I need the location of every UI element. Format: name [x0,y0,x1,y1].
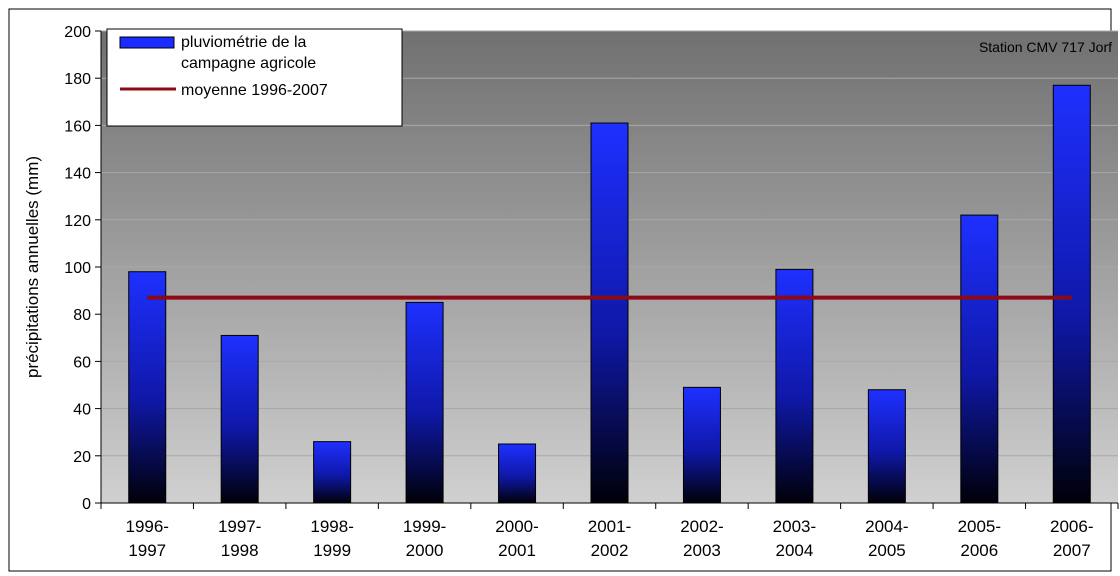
legend-swatch-bar [119,36,175,49]
x-axis: 1996-1997 1997-1998 1998-1999 1999-2000 2000… [100,502,1119,560]
legend-label-rainfall: pluviométrie de la campagne agricole [181,34,316,72]
y-tick-label: 100 [64,260,91,277]
y-tick-label: 80 [73,307,91,324]
bar [313,441,352,504]
y-tick-label: 60 [73,354,91,371]
bars [128,84,1091,504]
x-tick-label: 2003-2004 [773,517,816,560]
x-tick-label: 1996-1997 [125,517,168,560]
x-tick-label: 2005-2006 [958,517,1001,560]
bar [590,122,629,504]
bar [775,268,814,504]
bar [498,443,537,504]
y-axis: 0 20 40 60 80 100 120 140 160 180 200 [64,24,102,513]
y-tick-label: 0 [82,496,91,513]
legend: pluviométrie de la campagne agricole moye… [106,28,403,127]
bar [682,386,721,504]
x-tick-label: 2002-2003 [680,517,723,560]
bar [128,271,167,504]
y-tick-label: 160 [64,118,91,135]
bar [867,389,906,504]
legend-label-average: moyenne 1996-2007 [181,82,328,99]
y-tick-label: 180 [64,71,91,88]
y-axis-label: précipitations annuelles (mm) [23,156,42,378]
y-tick-label: 20 [73,449,91,466]
y-tick-label: 40 [73,402,91,419]
y-tick-label: 140 [64,166,91,183]
x-tick-label: 1999-2000 [403,517,446,560]
bar [220,334,259,504]
y-tick-label: 120 [64,213,91,230]
x-tick-label: 2000-2001 [495,517,538,560]
y-tick-label: 200 [64,24,91,41]
x-tick-label: 1997-1998 [218,517,261,560]
x-tick-label: 2001-2002 [588,517,631,560]
x-tick-label: 2004-2005 [865,517,908,560]
x-tick-label: 2006-2007 [1050,517,1093,560]
x-tick-label: 1998-1999 [310,517,353,560]
bar [405,301,444,504]
bar [1052,84,1091,504]
bar [960,214,999,504]
station-annotation: Station CMV 717 Jorf [979,39,1112,55]
